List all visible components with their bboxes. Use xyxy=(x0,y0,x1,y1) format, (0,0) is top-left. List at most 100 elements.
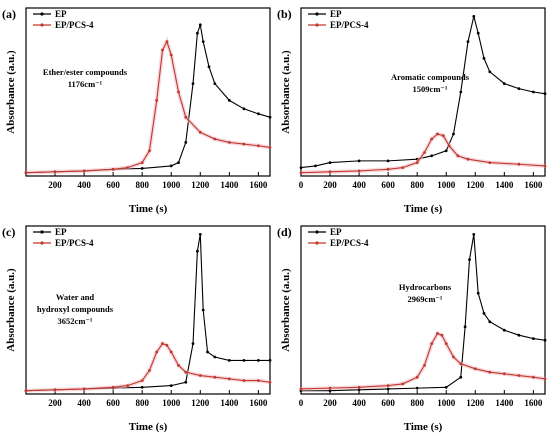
x-tick-label: 1400 xyxy=(220,398,239,408)
x-tick-label: 1400 xyxy=(220,180,239,190)
series-2-marker xyxy=(299,171,303,175)
plot-frame xyxy=(25,225,271,395)
legend-label-2: EP/PCS-4 xyxy=(330,20,369,30)
annotation-line: 2969cm⁻¹ xyxy=(408,294,443,304)
series-2-marker xyxy=(227,377,231,381)
x-tick-label: 1200 xyxy=(191,180,210,190)
series-2-marker xyxy=(148,369,151,372)
series-2-marker xyxy=(543,377,547,381)
x-axis-label: Time (s) xyxy=(404,203,443,215)
series-1-marker xyxy=(452,132,455,136)
series-1-marker xyxy=(517,87,521,90)
series-1-marker xyxy=(532,90,535,94)
series-2-marker xyxy=(161,342,164,345)
x-tick-label: 1400 xyxy=(495,180,514,190)
annotation-line: 1176cm⁻¹ xyxy=(68,79,103,89)
series-1-marker xyxy=(472,15,476,18)
series-2-marker xyxy=(140,379,144,382)
panel-label: (c) xyxy=(2,225,15,239)
x-tick-label: 1200 xyxy=(466,180,485,190)
legend-label-1: EP xyxy=(330,9,342,19)
series-1-marker xyxy=(191,82,195,85)
x-tick-label: 800 xyxy=(135,180,149,190)
series-1-marker xyxy=(140,385,144,389)
series-1-marker xyxy=(459,375,463,379)
series-2-marker xyxy=(401,166,405,170)
plot-frame xyxy=(300,225,546,395)
x-tick-label: 600 xyxy=(381,180,395,190)
series-2-marker xyxy=(386,384,390,387)
x-tick-label: 600 xyxy=(106,180,120,190)
series-2-marker xyxy=(447,144,451,148)
series-1-marker xyxy=(257,359,260,362)
x-tick-label: 1600 xyxy=(524,180,543,190)
x-tick-label: 400 xyxy=(77,398,91,408)
series-1-marker xyxy=(227,359,231,362)
x-tick-label: 1400 xyxy=(495,398,514,408)
series-line-2 xyxy=(300,332,546,390)
series-1-marker xyxy=(517,333,521,337)
series-1-marker xyxy=(430,154,434,158)
panel-label: (a) xyxy=(2,7,16,21)
legend-marker-1 xyxy=(315,230,319,234)
panel-a: (a) 200 400 600 800 1000 1200 1400 1600 Time (s) A… xyxy=(0,0,275,218)
series-2-marker xyxy=(473,367,477,371)
annotation-line: Aromatic compounds xyxy=(391,72,470,82)
x-tick-label: 1000 xyxy=(162,180,181,190)
series-2-marker xyxy=(444,342,448,345)
annotation-line: 1509cm⁻¹ xyxy=(413,84,448,94)
series-line-2 xyxy=(25,40,271,174)
series-1-marker xyxy=(227,99,231,102)
x-tick-label: 1600 xyxy=(524,398,543,408)
series-1-marker xyxy=(206,350,209,354)
series-2-marker xyxy=(155,350,159,354)
series-2-marker xyxy=(441,134,445,138)
x-tick-label: 800 xyxy=(410,180,424,190)
series-2-marker xyxy=(517,162,521,166)
series-2-marker xyxy=(268,380,272,384)
legend-label-1: EP xyxy=(55,227,67,237)
series-2-marker xyxy=(155,99,159,102)
x-tick-label: 200 xyxy=(48,180,62,190)
series-2-marker xyxy=(198,130,202,134)
series-2-marker xyxy=(423,151,426,154)
x-tick-label: 800 xyxy=(135,398,149,408)
series-1-marker xyxy=(268,115,272,119)
series-1-marker xyxy=(299,166,303,170)
x-tick-label: 400 xyxy=(352,398,366,408)
series-1-marker xyxy=(476,31,480,35)
series-2-marker xyxy=(456,154,460,158)
series-2-marker xyxy=(436,132,439,136)
x-tick-label: 400 xyxy=(352,180,366,190)
series-1-marker xyxy=(444,385,448,389)
series-1-marker xyxy=(386,159,390,163)
x-tick-label: 1600 xyxy=(249,180,268,190)
series-2-marker xyxy=(165,40,169,43)
series-1-marker xyxy=(257,112,260,116)
series-1-marker xyxy=(191,342,195,345)
series-2-marker xyxy=(357,385,361,389)
y-axis-label: Absorbance (a.u.) xyxy=(5,50,17,134)
series-1-marker xyxy=(169,164,173,168)
series-1-marker xyxy=(184,380,188,384)
series-2-marker xyxy=(466,157,470,161)
panel-b: (b) 0 200 400 600 800 1000 1200 1400 1600 Time (s)… xyxy=(275,0,550,218)
series-2-marker xyxy=(184,370,188,374)
x-tick-label: 1600 xyxy=(249,398,268,408)
chart-svg-c: (c) 200 400 600 800 1000 1200 1400 1600 Time (s) A… xyxy=(2,225,272,433)
series-line-2 xyxy=(300,133,546,174)
series-1-marker xyxy=(169,384,173,387)
series-2-marker xyxy=(169,53,173,57)
legend-marker-2 xyxy=(40,241,44,245)
series-2-marker xyxy=(517,374,521,377)
series-1-marker xyxy=(201,40,205,43)
series-2-marker xyxy=(430,137,434,141)
legend-label-1: EP xyxy=(55,9,67,19)
series-2-marker xyxy=(452,355,455,359)
x-tick-label: 800 xyxy=(410,398,424,408)
y-axis-label: Absorbance (a.u.) xyxy=(280,50,292,134)
series-2-marker xyxy=(177,364,180,367)
series-1-marker xyxy=(198,233,202,236)
series-1-marker xyxy=(207,65,211,69)
series-2-marker xyxy=(415,375,419,379)
